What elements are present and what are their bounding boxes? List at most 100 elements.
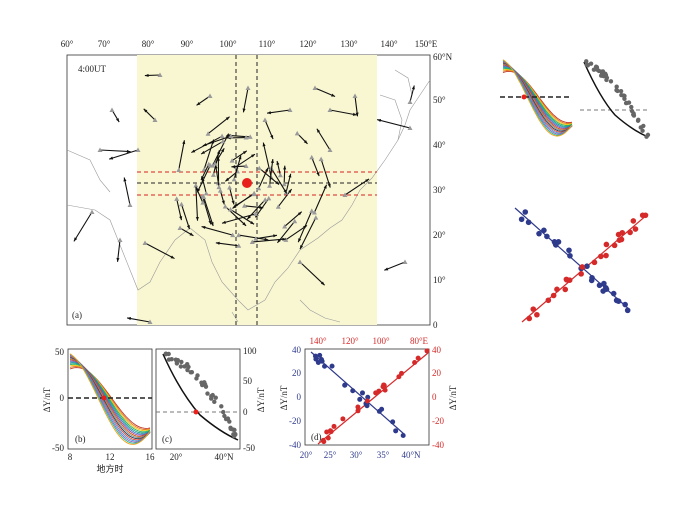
arrow-head bbox=[365, 178, 370, 183]
crossing-dot bbox=[101, 395, 107, 401]
svg-text:-40: -40 bbox=[289, 440, 301, 450]
data-point bbox=[526, 315, 533, 322]
data-point bbox=[399, 370, 405, 376]
panel-d: (d) 140° 120° 100° 80°E 20° 25° 30° 35° … bbox=[279, 336, 458, 460]
red-fit bbox=[317, 352, 429, 445]
data-point bbox=[610, 290, 617, 297]
arrow-head bbox=[275, 180, 279, 185]
station-marker bbox=[220, 138, 226, 144]
data-point bbox=[380, 384, 386, 390]
arrow-head bbox=[144, 73, 149, 77]
arrow-head bbox=[143, 108, 148, 113]
vector-arrow bbox=[384, 261, 406, 271]
svg-text:30°: 30° bbox=[433, 185, 446, 195]
svg-text:40°N: 40°N bbox=[214, 452, 234, 462]
data-point bbox=[601, 73, 607, 79]
svg-text:80°E: 80°E bbox=[410, 336, 429, 346]
time-label: 4:00UT bbox=[78, 64, 107, 74]
arrow-head bbox=[276, 161, 280, 165]
svg-text:40°: 40° bbox=[433, 140, 446, 150]
data-point bbox=[604, 77, 609, 83]
station-marker bbox=[327, 107, 333, 112]
arrow-head bbox=[299, 245, 304, 250]
vector-arrow bbox=[262, 142, 272, 178]
svg-text:12: 12 bbox=[106, 452, 115, 462]
data-point bbox=[629, 104, 634, 110]
data-point bbox=[588, 61, 594, 66]
data-point bbox=[340, 416, 346, 422]
station-marker bbox=[142, 240, 148, 245]
data-point bbox=[591, 259, 598, 266]
arrow-head bbox=[283, 165, 287, 170]
arrow-head bbox=[273, 234, 277, 238]
data-point bbox=[518, 216, 525, 223]
data-point bbox=[603, 241, 610, 248]
arrow-head bbox=[208, 220, 212, 225]
lon-tick-labels: 60° 70° 80° 90° 100° 110° 120° 130° 140°… bbox=[61, 39, 438, 49]
station-marker bbox=[251, 190, 257, 196]
coastlines bbox=[66, 69, 431, 323]
arrow-head bbox=[182, 140, 186, 145]
data-point bbox=[631, 113, 637, 118]
data-point bbox=[317, 352, 323, 358]
data-point bbox=[194, 376, 199, 381]
data-point bbox=[613, 297, 620, 304]
vector-arrow bbox=[277, 188, 293, 208]
station-marker bbox=[241, 203, 247, 208]
vector-arrow bbox=[329, 109, 357, 116]
vector-arrow bbox=[313, 184, 328, 213]
vector-arrow bbox=[202, 196, 212, 225]
station-marker bbox=[352, 93, 358, 98]
data-point bbox=[379, 406, 385, 412]
svg-text:35°: 35° bbox=[377, 450, 390, 460]
data-point bbox=[203, 384, 209, 389]
diurnal-curve bbox=[69, 353, 151, 445]
inset-diurnal bbox=[500, 59, 573, 137]
svg-text:0: 0 bbox=[243, 407, 248, 417]
arrow-head bbox=[231, 165, 236, 169]
arrow-head bbox=[210, 221, 214, 226]
svg-text:100°: 100° bbox=[372, 336, 390, 346]
data-point bbox=[562, 286, 569, 293]
data-point bbox=[530, 306, 537, 312]
station-marker bbox=[313, 215, 319, 220]
vector-arrow bbox=[215, 164, 220, 188]
data-point bbox=[315, 360, 321, 366]
latitude-guides-red bbox=[137, 171, 377, 196]
data-point bbox=[178, 364, 184, 369]
arrow-head bbox=[197, 188, 201, 193]
data-point bbox=[525, 219, 532, 226]
station-marker bbox=[327, 147, 333, 152]
vector-arrow bbox=[202, 135, 231, 147]
data-point bbox=[618, 88, 624, 94]
arrow-head bbox=[282, 237, 287, 241]
arrow-head bbox=[179, 216, 183, 221]
data-point bbox=[232, 427, 237, 433]
svg-text:20°: 20° bbox=[170, 452, 183, 462]
vector-arrow bbox=[200, 140, 224, 155]
vector-arrow bbox=[196, 165, 211, 193]
station-marker bbox=[97, 147, 103, 152]
arrow-head bbox=[202, 143, 207, 147]
svg-text:-50: -50 bbox=[52, 443, 64, 453]
arrow-head bbox=[196, 101, 201, 106]
arrow-head bbox=[327, 183, 331, 188]
vector-arrow bbox=[267, 109, 291, 114]
data-point bbox=[619, 92, 624, 98]
arrow-head bbox=[298, 238, 302, 243]
svg-text:50: 50 bbox=[55, 347, 65, 357]
svg-text:-20: -20 bbox=[289, 416, 301, 426]
data-point bbox=[591, 67, 597, 72]
arrow-head bbox=[109, 156, 114, 160]
diurnal-curves bbox=[69, 353, 151, 445]
vector-arrow bbox=[268, 159, 274, 186]
svg-text:-40: -40 bbox=[432, 440, 444, 450]
vector-arrow bbox=[201, 226, 233, 236]
arrow-head bbox=[262, 142, 266, 147]
station-marker bbox=[294, 130, 300, 136]
station-marker bbox=[281, 181, 287, 187]
arrow-head bbox=[384, 267, 389, 271]
arrow-head bbox=[264, 237, 269, 241]
station-marker bbox=[318, 156, 324, 162]
